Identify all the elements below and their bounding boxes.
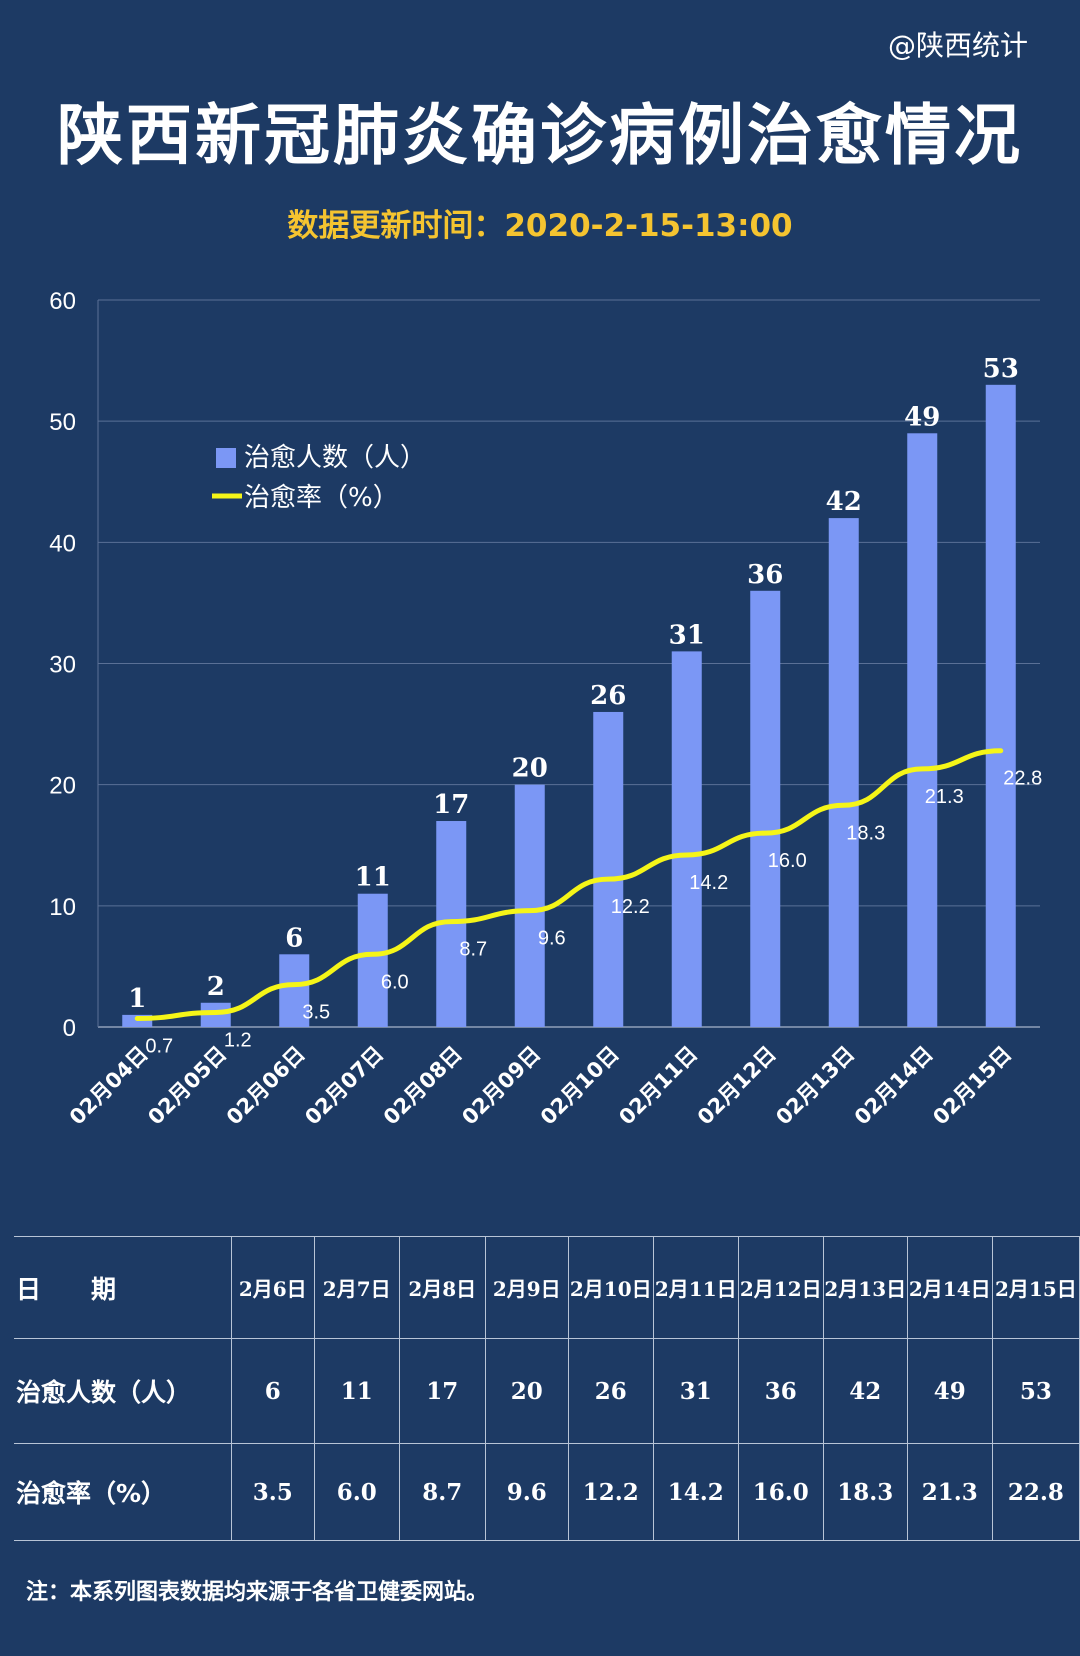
table-row-cured: 治愈人数（人） 6 11 17 20 26 31 36 42 49 53 bbox=[14, 1338, 1080, 1444]
table-cell: 53 bbox=[991, 1338, 1080, 1444]
bar-value-label: 17 bbox=[433, 790, 469, 820]
legend-line-label: 治愈率（%） bbox=[244, 483, 399, 513]
table-cell: 42 bbox=[822, 1338, 908, 1444]
table-date: 2月9日 bbox=[484, 1236, 569, 1339]
bar-value-label: 42 bbox=[826, 487, 862, 517]
table-cell: 36 bbox=[737, 1338, 824, 1444]
y-tick-label: 20 bbox=[49, 773, 76, 800]
bar bbox=[357, 893, 388, 1027]
table-date: 2月7日 bbox=[313, 1236, 400, 1339]
y-tick-label: 40 bbox=[49, 530, 76, 557]
bar bbox=[671, 651, 702, 1027]
rate-value-label: 8.7 bbox=[459, 939, 487, 961]
bar bbox=[593, 711, 624, 1027]
table-date: 2月6日 bbox=[230, 1236, 315, 1339]
y-tick-label: 10 bbox=[49, 894, 76, 921]
source-note: 注：本系列图表数据均来源于各省卫健委网站。 bbox=[26, 1580, 489, 1605]
rate-line bbox=[134, 748, 1004, 1022]
table-cell: 16.0 bbox=[737, 1443, 824, 1541]
rate-value-label: 16.0 bbox=[768, 850, 807, 872]
rate-value-label: 3.5 bbox=[302, 1002, 330, 1024]
rate-value-label: 1.2 bbox=[224, 1029, 252, 1051]
table-cell: 8.7 bbox=[398, 1443, 486, 1541]
rate-value-label: 21.3 bbox=[925, 786, 964, 808]
table-row-label: 治愈人数（人） bbox=[14, 1338, 232, 1444]
table-cell: 6 bbox=[230, 1338, 315, 1444]
table-cell: 17 bbox=[398, 1338, 486, 1444]
bar bbox=[514, 784, 545, 1027]
y-tick-label: 0 bbox=[63, 1015, 76, 1042]
rate-value-label: 0.7 bbox=[145, 1036, 173, 1058]
table-date: 2月12日 bbox=[737, 1236, 824, 1339]
bar-value-label: 26 bbox=[590, 681, 626, 711]
x-tick-label: 02月09日 bbox=[457, 1042, 545, 1130]
x-tick-label: 02月06日 bbox=[222, 1042, 310, 1130]
table-date: 2月14日 bbox=[906, 1236, 993, 1339]
table-cell: 6.0 bbox=[313, 1443, 400, 1541]
bar-value-label: 20 bbox=[512, 754, 548, 784]
table-date: 2月11日 bbox=[652, 1236, 739, 1339]
x-tick-label: 02月04日 bbox=[65, 1042, 153, 1130]
table-date: 2月10日 bbox=[567, 1236, 654, 1339]
table-cell: 14.2 bbox=[652, 1443, 739, 1541]
table-header-label: 日 期 bbox=[14, 1236, 232, 1339]
x-tick-label: 02月08日 bbox=[379, 1042, 467, 1130]
bar-value-label: 53 bbox=[983, 354, 1019, 384]
table-cell: 11 bbox=[313, 1338, 400, 1444]
table-cell: 26 bbox=[567, 1338, 654, 1444]
y-tick-label: 50 bbox=[49, 409, 76, 436]
table-date: 2月15日 bbox=[991, 1236, 1080, 1339]
rate-value-label: 18.3 bbox=[846, 822, 885, 844]
table-cell: 49 bbox=[906, 1338, 993, 1444]
table-cell: 22.8 bbox=[991, 1443, 1080, 1541]
table-cell: 9.6 bbox=[484, 1443, 569, 1541]
bar bbox=[828, 518, 859, 1027]
bar-value-label: 2 bbox=[207, 972, 225, 1002]
bar bbox=[750, 590, 781, 1027]
rate-value-label: 22.8 bbox=[1003, 768, 1042, 790]
y-tick-label: 60 bbox=[49, 288, 76, 315]
table-cell: 21.3 bbox=[906, 1443, 993, 1541]
table-date: 2月13日 bbox=[822, 1236, 908, 1339]
rate-value-label: 6.0 bbox=[381, 971, 409, 993]
x-tick-label: 02月10日 bbox=[536, 1042, 624, 1130]
x-tick-label: 02月12日 bbox=[693, 1042, 781, 1130]
table-cell: 31 bbox=[652, 1338, 739, 1444]
data-table: 日 期 2月6日 2月7日 2月8日 2月9日 2月10日 2月11日 2月12… bbox=[14, 1236, 1080, 1541]
bar-value-label: 31 bbox=[669, 620, 705, 650]
rate-value-label: 14.2 bbox=[689, 872, 728, 894]
table-cell: 20 bbox=[484, 1338, 569, 1444]
table-row-dates: 日 期 2月6日 2月7日 2月8日 2月9日 2月10日 2月11日 2月12… bbox=[14, 1236, 1080, 1339]
bar-value-label: 11 bbox=[355, 863, 391, 893]
table-cell: 18.3 bbox=[822, 1443, 908, 1541]
source-credit: @陕西统计 bbox=[887, 29, 1028, 62]
table-cell: 12.2 bbox=[567, 1443, 654, 1541]
y-tick-label: 30 bbox=[49, 652, 76, 679]
bar bbox=[279, 954, 310, 1027]
x-tick-label: 02月11日 bbox=[614, 1042, 702, 1130]
rate-value-label: 12.2 bbox=[611, 896, 650, 918]
table-row-rate: 治愈率（%） 3.5 6.0 8.7 9.6 12.2 14.2 16.0 18… bbox=[14, 1443, 1080, 1541]
legend-bar-label: 治愈人数（人） bbox=[244, 443, 426, 473]
legend-bar-swatch bbox=[216, 448, 236, 468]
bar-value-label: 6 bbox=[285, 923, 303, 953]
table-date: 2月8日 bbox=[398, 1236, 486, 1339]
table-row-label: 治愈率（%） bbox=[14, 1443, 232, 1541]
bar-value-label: 36 bbox=[747, 560, 783, 590]
bar-value-label: 49 bbox=[904, 402, 940, 432]
rate-value-label: 9.6 bbox=[538, 928, 566, 950]
x-tick-label: 02月14日 bbox=[850, 1042, 938, 1130]
x-tick-label: 02月07日 bbox=[300, 1042, 388, 1130]
bar bbox=[985, 384, 1016, 1027]
page-title: 陕西新冠肺炎确诊病例治愈情况 bbox=[57, 97, 1023, 174]
update-time: 数据更新时间：2020-2-15-13:00 bbox=[287, 208, 793, 244]
x-tick-label: 02月13日 bbox=[771, 1042, 859, 1130]
table-cell: 3.5 bbox=[230, 1443, 315, 1541]
bar bbox=[907, 433, 938, 1027]
bar-value-label: 1 bbox=[128, 984, 146, 1014]
x-tick-label: 02月15日 bbox=[928, 1042, 1016, 1130]
